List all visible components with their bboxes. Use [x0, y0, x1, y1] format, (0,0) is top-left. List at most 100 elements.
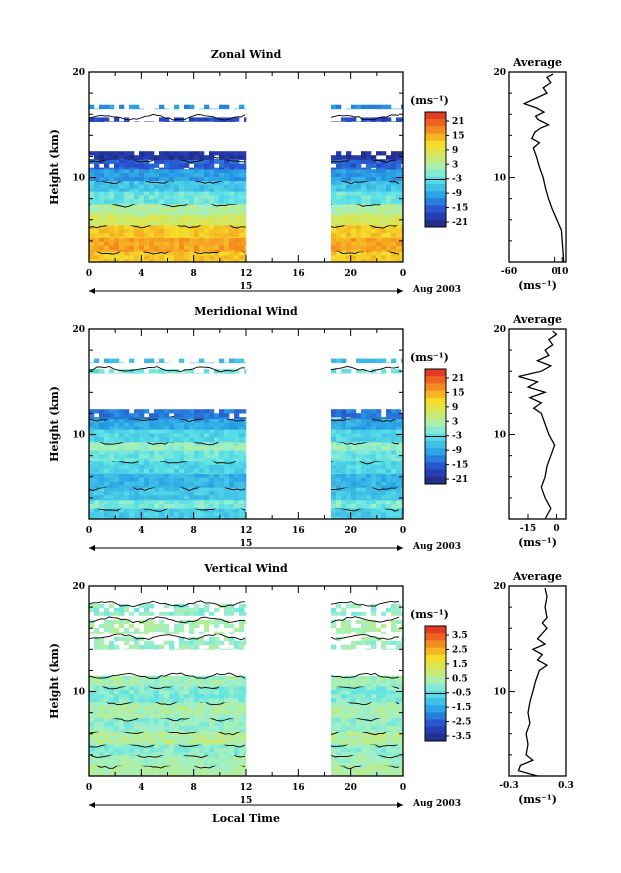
vertical-cell: [229, 686, 235, 691]
vertical-cell: [104, 717, 110, 723]
zonal-cell: [366, 167, 372, 170]
zonal-cell: [346, 214, 352, 219]
zonal-cell: [224, 159, 230, 160]
meridional-cell: [114, 445, 120, 451]
vertical-cell: [331, 644, 337, 649]
vertical-cell: [99, 698, 105, 703]
meridional-cell: [401, 508, 404, 509]
meridional-cell: [139, 458, 145, 462]
meridional-cell: [139, 426, 145, 430]
meridional-cell: [219, 458, 225, 462]
vertical-contour: [88, 672, 246, 679]
zonal-cell: [199, 169, 205, 174]
zonal-cell: [239, 104, 245, 109]
meridional-cell: [346, 491, 352, 496]
zonal-cell: [129, 191, 135, 196]
zonal-cell: [209, 241, 215, 246]
vertical-cell: [346, 729, 352, 732]
meridional-cell: [104, 468, 110, 474]
meridional-cell: [376, 499, 382, 501]
zonal-cell: [194, 222, 200, 226]
vertical-cell: [134, 769, 140, 774]
vertical-cell: [174, 683, 180, 687]
vertical-cell: [119, 748, 125, 753]
meridional-cell: [139, 508, 145, 513]
meridional-cell: [139, 472, 145, 474]
vertical-cell: [401, 679, 404, 684]
meridional-cell: [174, 409, 180, 414]
meridional-cell: [381, 450, 387, 455]
meridional-cell: [209, 472, 215, 474]
zonal-cell: [401, 214, 404, 219]
vertical-cell: [209, 679, 215, 684]
meridional-cell: [351, 445, 357, 451]
zonal-cell: [336, 195, 342, 200]
meridional-cell: [159, 464, 165, 470]
zonal-cell: [376, 108, 382, 110]
zonal-cell: [144, 237, 150, 239]
vertical-cell: [214, 744, 220, 749]
vertical-cell: [331, 735, 337, 740]
meridional-cell: [164, 409, 170, 414]
zonal-cell: [154, 245, 160, 250]
zonal-cell: [351, 159, 357, 160]
zonal-cell: [371, 211, 377, 215]
zonal-cell: [356, 259, 362, 263]
vertical-cell: [154, 706, 160, 711]
zonal-cell: [159, 184, 165, 189]
meridional-cell: [104, 437, 110, 442]
vertical-cell: [149, 721, 155, 727]
meridional-cell: [331, 464, 337, 470]
vertical-cell: [224, 743, 230, 745]
zonal-average-xtick-label: 0: [551, 267, 557, 277]
meridional-cell: [204, 413, 210, 418]
meridional-cell: [244, 362, 247, 364]
vertical-cell: [346, 743, 352, 745]
zonal-colorbar-band: [425, 133, 446, 142]
zonal-colorbar-band: [425, 162, 446, 170]
zonal-cell: [94, 211, 100, 215]
vertical-cell: [114, 773, 120, 777]
meridional-cell: [154, 473, 160, 478]
meridional-cell: [164, 508, 170, 513]
zonal-cell: [199, 117, 205, 122]
meridional-cell: [124, 473, 130, 478]
meridional-cell: [356, 477, 362, 482]
zonal-cell: [214, 214, 220, 219]
meridional-cell: [366, 433, 372, 438]
zonal-cell: [371, 241, 377, 246]
zonal-cell: [119, 121, 125, 122]
vertical-cell: [149, 752, 155, 756]
vertical-cell: [149, 735, 155, 740]
vertical-cell: [149, 765, 155, 770]
meridional-cell: [154, 468, 160, 474]
zonal-cell: [129, 104, 135, 109]
vertical-cell: [209, 717, 215, 723]
meridional-cell: [229, 426, 235, 430]
zonal-cell: [239, 259, 245, 263]
meridional-cell: [391, 504, 397, 509]
zonal-cell: [149, 159, 155, 160]
meridional-cell: [119, 426, 125, 430]
meridional-cell: [124, 512, 130, 517]
vertical-cell: [104, 686, 110, 691]
meridional-cell: [386, 441, 392, 443]
zonal-cell: [94, 180, 100, 185]
vertical-cell: [341, 694, 347, 699]
zonal-cell: [224, 195, 230, 200]
meridional-cell: [396, 481, 402, 486]
meridional-cell: [104, 422, 110, 427]
zonal-cell: [129, 222, 135, 226]
meridional-cell: [401, 358, 404, 363]
meridional-cell: [219, 495, 225, 500]
zonal-cell: [199, 159, 205, 160]
meridional-cell: [144, 512, 150, 517]
vertical-cell: [119, 714, 125, 719]
meridional-cell: [89, 413, 95, 418]
vertical-cell: [391, 690, 397, 695]
meridional-cell: [179, 429, 185, 434]
meridional-cell: [386, 454, 392, 459]
zonal-cell: [361, 159, 367, 160]
meridional-cell: [174, 485, 180, 488]
meridional-cell: [239, 512, 245, 517]
